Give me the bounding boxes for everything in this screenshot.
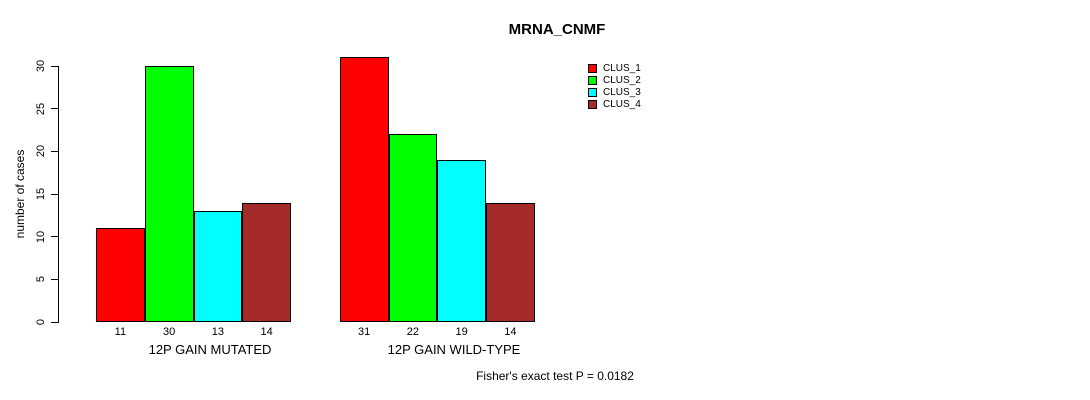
y-tick-label: 0 — [35, 318, 47, 326]
y-axis-tick — [51, 193, 58, 195]
legend-swatch-icon — [588, 75, 597, 85]
bar-value-label: 30 — [163, 326, 176, 338]
bar-clus_3-group1 — [193, 211, 243, 322]
legend-item-clus_3: CLUS_3 — [588, 86, 641, 98]
bar-clus_4-group2 — [486, 202, 535, 322]
legend-item-clus_2: CLUS_2 — [588, 74, 641, 86]
bar-clus_1-group2 — [339, 57, 389, 322]
bar-clus_3-group2 — [437, 159, 486, 322]
bar-clus_4-group1 — [242, 202, 291, 322]
bar-value-label: 11 — [114, 326, 127, 338]
bar-clus_2-group1 — [144, 66, 194, 322]
annotation-fishers-test: Fisher's exact test P = 0.0182 — [476, 369, 634, 383]
bar-value-label: 14 — [504, 326, 517, 338]
y-axis-tick — [51, 278, 58, 280]
legend-swatch-icon — [588, 63, 597, 73]
chart-title: MRNA_CNMF — [508, 21, 606, 38]
y-axis-tick — [51, 150, 58, 152]
legend-label: CLUS_4 — [603, 99, 641, 111]
legend-label: CLUS_3 — [603, 86, 641, 98]
y-tick-label: 5 — [35, 276, 47, 283]
bar-value-label: 19 — [455, 326, 468, 338]
y-tick-label: 25 — [35, 102, 47, 115]
legend-label: CLUS_2 — [603, 74, 641, 86]
legend-item-clus_1: CLUS_1 — [588, 62, 641, 74]
bar-value-label: 13 — [211, 326, 224, 338]
y-tick-label: 15 — [35, 187, 47, 201]
x-category-label: 12P GAIN WILD-TYPE — [387, 342, 521, 357]
y-tick-label: 10 — [35, 230, 47, 243]
y-axis-tick — [51, 108, 58, 110]
bar-value-label: 31 — [358, 326, 371, 338]
y-tick-label: 20 — [35, 145, 47, 158]
bar-value-label: 14 — [260, 326, 273, 338]
y-tick-label: 30 — [35, 59, 47, 73]
y-axis-line — [58, 66, 59, 323]
y-axis-tick — [51, 65, 58, 67]
legend-label: CLUS_1 — [603, 62, 641, 74]
x-category-label: 12P GAIN MUTATED — [148, 342, 272, 357]
y-axis-tick — [51, 321, 58, 323]
bar-clus_1-group1 — [96, 228, 145, 322]
legend-item-clus_4: CLUS_4 — [588, 99, 641, 111]
legend-swatch-icon — [588, 87, 597, 97]
y-axis-tick — [51, 236, 58, 238]
legend: CLUS_1 CLUS_2 CLUS_3 CLUS_4 — [588, 62, 641, 111]
y-axis-label: number of cases — [13, 149, 27, 239]
legend-swatch-icon — [588, 100, 597, 110]
bar-value-label: 22 — [406, 326, 419, 338]
bar-clus_2-group2 — [388, 134, 438, 322]
